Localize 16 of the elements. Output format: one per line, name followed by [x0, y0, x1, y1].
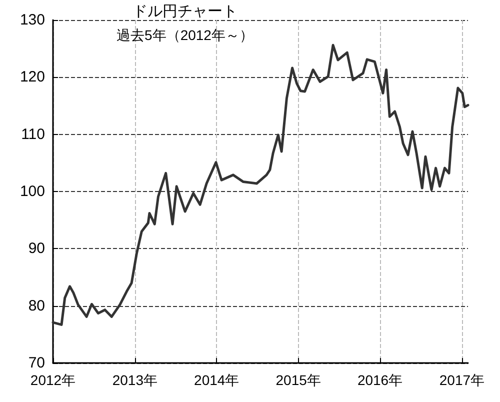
y-tick-label: 70	[28, 354, 45, 372]
x-tick-label: 2012年	[30, 372, 76, 388]
y-tick-label: 120	[20, 68, 45, 86]
x-tick-label: 2013年	[112, 372, 158, 388]
y-tick-label: 80	[28, 297, 45, 314]
y-tick-label: 130	[20, 12, 45, 28]
text: 過去5年（2012年～）	[116, 27, 254, 43]
x-tick-label: 2015年	[276, 372, 321, 388]
y-tick-label: 90	[28, 240, 45, 258]
x-tick-label: 2016年	[357, 372, 403, 388]
x-tick-label: 2014年	[194, 372, 240, 388]
chart-title: ドル円チャート	[132, 3, 238, 20]
x-tick-label: 2017年	[439, 372, 485, 388]
y-tick-label: 110	[21, 126, 45, 143]
line-series	[52, 44, 470, 326]
y-tick-label: 100	[20, 183, 45, 200]
